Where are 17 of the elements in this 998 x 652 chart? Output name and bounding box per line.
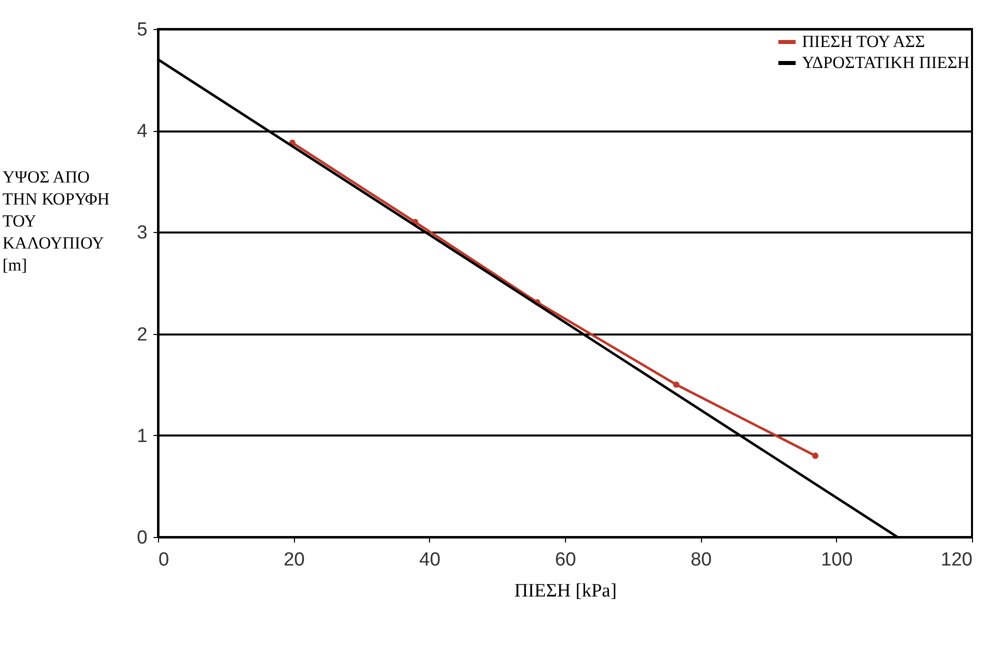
y-tick-label: 3 xyxy=(136,222,148,244)
x-tick-label: 120 xyxy=(940,550,972,570)
y-tick-label: 1 xyxy=(136,426,148,447)
x-tick-label: 0 xyxy=(158,550,170,570)
legend-label: ΠΙΕΣΗ ΤΟΥ ΑΣΣ xyxy=(802,32,926,51)
x-tick-label: 80 xyxy=(690,550,712,570)
x-tick-label: 100 xyxy=(820,550,853,570)
x-tick-label: 60 xyxy=(554,550,576,570)
y-tick-label: 5 xyxy=(136,20,148,40)
y-tick-label: 2 xyxy=(136,324,148,346)
y-axis-title: ΥΨΟΣ ΑΠΟ ΤΗΝ ΚΟΡΥΦΗ ΤΟΥ ΚΑΛΟΥΠΙΟΥ [m] xyxy=(2,168,110,274)
y-tick-label: 4 xyxy=(136,121,148,142)
y-tick-label: 0 xyxy=(136,528,148,548)
x-tick-label: 40 xyxy=(419,550,440,570)
x-tick-label: 20 xyxy=(284,550,305,570)
x-axis-title: ΠΙΕΣΗ [kPa] xyxy=(514,580,617,602)
legend-label: ΥΔΡΟΣΤΑΤΙΚΗ ΠΙΕΣΗ xyxy=(802,53,970,72)
